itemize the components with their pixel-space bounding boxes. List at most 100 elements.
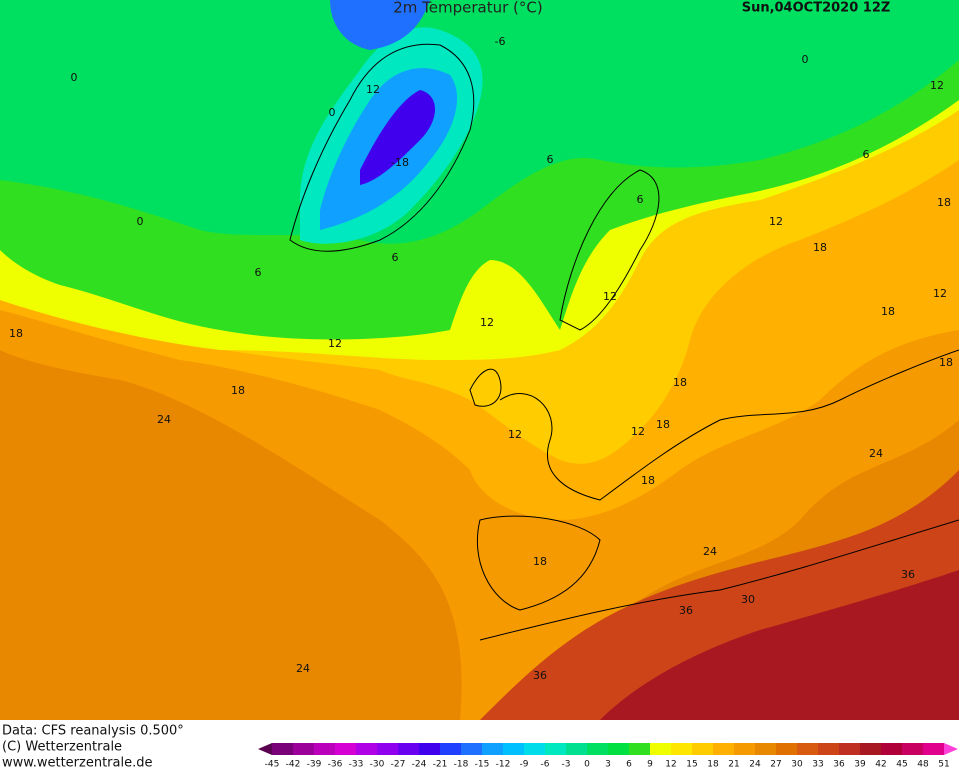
colorbar-label: -3 — [562, 760, 571, 770]
contour-label: 12 — [631, 425, 645, 438]
colorbar-label: 0 — [584, 760, 590, 770]
colorbar-bin — [335, 743, 356, 755]
colorbar-bin — [818, 743, 839, 755]
coastline — [559, 169, 660, 331]
contour-label: 12 — [366, 83, 380, 96]
contour-label: 0 — [71, 71, 78, 84]
map: 0 0 12 -6 -18 0 6 6 6 6 0 12 6 18 12 18 12 12 12 18 18 24 18 12… — [0, 0, 959, 720]
colorbar-label: 30 — [791, 760, 803, 770]
coastlines — [289, 43, 959, 641]
colorbar-label: 39 — [854, 760, 866, 770]
contour-label: 6 — [863, 148, 870, 161]
colorbar-bin — [314, 743, 335, 755]
colorbar-label: -39 — [307, 760, 322, 770]
colorbar-label: 21 — [728, 760, 739, 770]
colorbar-label: 24 — [749, 760, 761, 770]
colorbar-label: -21 — [433, 760, 448, 770]
contour-label: 6 — [255, 266, 262, 279]
footer-line: Data: CFS reanalysis 0.500° — [2, 724, 184, 739]
colorbar-bin — [482, 743, 503, 755]
colorbar-bin — [923, 743, 944, 755]
colorbar-bin — [356, 743, 377, 755]
colorbar-bin — [776, 743, 797, 755]
contour-label: 18 — [881, 305, 895, 318]
contour-label: -18 — [391, 156, 409, 169]
colorbar-bin — [524, 743, 545, 755]
colorbar-label: -27 — [391, 760, 406, 770]
contour-label: 18 — [673, 376, 687, 389]
contour-label: 24 — [157, 413, 171, 426]
colorbar-label: -15 — [475, 760, 490, 770]
cold-north-region — [0, 0, 959, 244]
coastline — [479, 519, 959, 641]
contour-label: 18 — [231, 384, 245, 397]
colorbar-label: 9 — [647, 760, 653, 770]
colorbar-label: 15 — [686, 760, 697, 770]
colorbar-label: 3 — [605, 760, 611, 770]
contour-label: 36 — [533, 669, 547, 682]
colorbar-high-arrow — [944, 743, 958, 755]
contour-label: 24 — [869, 447, 883, 460]
colorbar-bin — [587, 743, 608, 755]
contour-label: 12 — [328, 337, 342, 350]
colorbar-bin — [671, 743, 692, 755]
coastline — [469, 368, 502, 407]
contour-label: 36 — [679, 604, 693, 617]
footer-line: www.wetterzentrale.de — [2, 756, 152, 770]
contour-label: 12 — [933, 287, 947, 300]
contour-label: 0 — [802, 53, 809, 66]
colorbar-bin — [650, 743, 671, 755]
contour-label: 24 — [296, 662, 310, 675]
colorbar-bin — [755, 743, 776, 755]
colorbar-bin — [461, 743, 482, 755]
colorbar-bin — [839, 743, 860, 755]
contour-label: 0 — [137, 215, 144, 228]
contour-label: 18 — [641, 474, 655, 487]
colorbar-label: 27 — [770, 760, 781, 770]
colorbar-label: -42 — [286, 760, 301, 770]
contour-label: 30 — [741, 593, 755, 606]
colorbar-bin — [272, 743, 293, 755]
colorbar-label: -6 — [541, 760, 550, 770]
colorbar-low-arrow — [258, 743, 272, 755]
colorbar-bin — [293, 743, 314, 755]
contour-label: 0 — [329, 106, 336, 119]
colorbar-bin — [881, 743, 902, 755]
colorbar-label: 18 — [707, 760, 719, 770]
colorbar-bin — [692, 743, 713, 755]
contour-label: 18 — [939, 356, 953, 369]
hottest-region — [600, 570, 959, 720]
colorbar-bin — [713, 743, 734, 755]
colorbar-bin — [902, 743, 923, 755]
colorbar-label: -30 — [370, 760, 385, 770]
colorbar-bin — [734, 743, 755, 755]
arctic-cold — [330, 0, 430, 50]
colorbar-bin — [419, 743, 440, 755]
colorbar-label: -12 — [496, 760, 511, 770]
colorbar-label: 51 — [938, 760, 949, 770]
colorbar-label: 45 — [896, 760, 907, 770]
colorbar-bin — [566, 743, 587, 755]
title: 2m Temperatur (°C) — [393, 0, 543, 17]
date: Sun,04OCT2020 12Z — [742, 1, 891, 16]
colorbar-label: -36 — [328, 760, 343, 770]
coastline — [499, 349, 959, 501]
contour-label: 12 — [930, 79, 944, 92]
footer-line: (C) Wetterzentrale — [2, 740, 122, 755]
contour-label: 36 — [901, 568, 915, 581]
colorbar-bin — [503, 743, 524, 755]
coastline — [289, 43, 475, 252]
colorbar-label: 36 — [833, 760, 845, 770]
colorbar-label: 33 — [812, 760, 823, 770]
colorbar-label: -18 — [454, 760, 469, 770]
colorbar-bin — [440, 743, 461, 755]
colorbar-bin — [377, 743, 398, 755]
colorbar-label: 12 — [665, 760, 676, 770]
colorbar-label: -45 — [265, 760, 280, 770]
contour-label: 12 — [769, 215, 783, 228]
contour-label: -6 — [495, 35, 506, 48]
contour-label: 24 — [703, 545, 717, 558]
colorbar-label: -9 — [520, 760, 529, 770]
colorbar-label: 6 — [626, 760, 632, 770]
contour-label: 12 — [603, 290, 617, 303]
